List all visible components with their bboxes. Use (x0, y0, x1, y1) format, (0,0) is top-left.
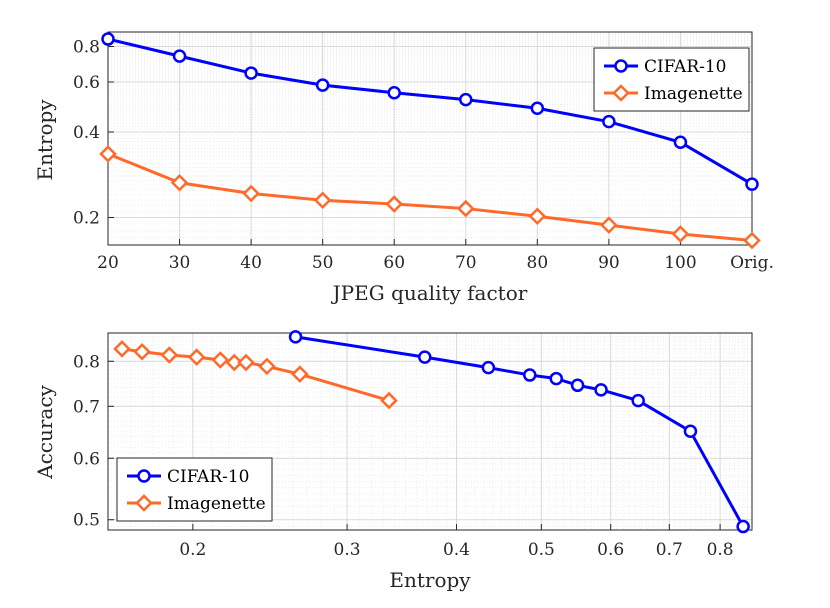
series-imagenette (99, 145, 761, 250)
y-tick-label: 0.2 (73, 208, 100, 228)
series-line (107, 37, 753, 186)
data-point (594, 383, 608, 397)
x-tick-label: 90 (598, 253, 620, 273)
data-point (736, 519, 750, 534)
data-point (745, 177, 759, 191)
legend-label: Imagenette (167, 494, 266, 514)
x-tick-label: 30 (169, 253, 191, 273)
data-point (187, 348, 206, 366)
data-point (160, 346, 179, 364)
data-point (170, 174, 189, 192)
x-tick-label: 0.8 (707, 540, 734, 560)
data-point (673, 135, 688, 150)
legend: CIFAR-10 Imagenette (116, 457, 273, 522)
data-point (671, 225, 690, 243)
x-tick-label: 60 (383, 253, 405, 273)
x-tick-label: 0.4 (443, 540, 470, 560)
data-point (211, 351, 230, 369)
chart-entropy-vs-quality: 20 30 40 50 60 70 80 90 100 Orig. 0.2 0.4 0.6 0.8 JPE… (33, 31, 774, 305)
x-tick-label: 40 (240, 253, 262, 273)
data-point (288, 330, 303, 344)
x-tick-label: 0.5 (528, 540, 555, 560)
y-tick-label: 0.6 (73, 449, 100, 469)
data-point (237, 353, 255, 372)
data-point (99, 145, 117, 163)
data-point (530, 101, 545, 115)
data-point (549, 371, 564, 386)
data-point (743, 231, 761, 250)
series-imagenette (113, 340, 398, 410)
y-tick-label: 0.4 (73, 123, 100, 143)
data-point (225, 353, 244, 372)
legend-label: CIFAR-10 (167, 467, 250, 487)
chart-accuracy-vs-entropy: 0.2 0.3 0.4 0.5 0.6 0.7 0.8 0.5 0.6 0.7 0.8 Entrop… (33, 330, 753, 592)
data-point (172, 49, 187, 63)
data-point (380, 391, 398, 410)
data-point (313, 191, 332, 210)
x-tick-label: 0.3 (334, 540, 361, 560)
x-tick-label: 0.2 (179, 540, 206, 560)
plot-frame (107, 332, 753, 531)
data-point (258, 357, 276, 376)
y-tick-label: 0.7 (73, 397, 100, 417)
series-line (107, 152, 753, 242)
data-point (528, 207, 547, 226)
x-tick-label: 70 (455, 253, 477, 273)
legend-marker (614, 59, 628, 73)
data-point (315, 78, 330, 92)
x-tick-label: 50 (312, 253, 334, 273)
data-point (242, 184, 260, 203)
data-point (244, 66, 258, 80)
y-tick-label: 0.5 (73, 511, 100, 531)
x-tick-label: 100 (664, 253, 696, 273)
data-point (600, 216, 618, 234)
data-point (481, 360, 496, 375)
y-axis-label: Entropy (33, 99, 57, 181)
data-point (631, 393, 645, 408)
x-tick-label: 80 (527, 253, 549, 273)
x-axis-label: JPEG quality factor (331, 281, 528, 305)
series-cifar-10 (101, 32, 759, 191)
x-tick-label: 0.6 (597, 540, 624, 560)
data-point (602, 114, 616, 129)
legend-marker (135, 494, 153, 512)
y-tick-label: 0.6 (73, 73, 100, 93)
data-point (133, 342, 151, 361)
x-tick-label: Orig. (730, 253, 774, 273)
data-point (387, 85, 401, 100)
legend-marker (137, 469, 151, 483)
plot-frame (107, 31, 753, 246)
data-point (457, 199, 475, 218)
data-point (101, 32, 115, 46)
series-cifar-10 (288, 330, 750, 534)
y-tick-label: 0.8 (73, 352, 100, 372)
data-point (459, 92, 473, 107)
legend-marker (612, 84, 630, 102)
data-point (523, 368, 537, 382)
data-point (291, 365, 309, 383)
legend-label: CIFAR-10 (644, 57, 727, 77)
legend: CIFAR-10 Imagenette (593, 47, 750, 112)
x-tick-label: 20 (97, 253, 119, 273)
y-axis-label: Accuracy (33, 384, 57, 479)
legend-label: Imagenette (644, 84, 743, 104)
x-tick-label: 0.7 (656, 540, 683, 560)
data-point (113, 340, 131, 358)
data-point (385, 195, 403, 213)
data-point (683, 424, 698, 439)
data-point (570, 378, 585, 393)
y-tick-label: 0.8 (73, 38, 100, 58)
data-point (418, 350, 432, 364)
series-line (295, 335, 745, 528)
x-axis-label: Entropy (389, 568, 471, 592)
